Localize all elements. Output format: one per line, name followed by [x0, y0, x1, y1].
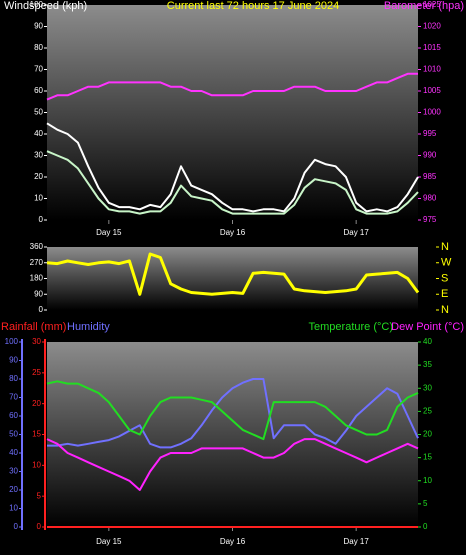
y-tick-label: 985 — [423, 172, 437, 181]
series-line — [46, 380, 419, 441]
plot-area — [47, 342, 418, 527]
y-tick-label: 975 — [423, 215, 437, 224]
y-tick-label: 1005 — [423, 86, 441, 95]
x-tick-label: Day 17 — [343, 537, 369, 546]
y-tick-label: 20 — [423, 430, 432, 439]
y-tick-label: 50 — [34, 108, 43, 117]
y-tick-label: 40 — [34, 129, 43, 138]
y-tick-label: 0 — [423, 522, 428, 531]
y-tick-label: 60 — [34, 86, 43, 95]
plot-area — [47, 247, 418, 310]
x-tick-label: Day 15 — [96, 228, 122, 237]
y-tick-label: 90 — [34, 22, 43, 31]
y-tick-label: 10 — [9, 504, 18, 513]
series-label: Temperature (°C) — [309, 321, 393, 333]
y-tick-label: 80 — [34, 43, 43, 52]
axis-title: Barometer (hpa) — [384, 0, 464, 12]
y-tick-label: 30 — [34, 151, 43, 160]
y-tick-label: 30 — [9, 467, 18, 476]
y-tick-label: 70 — [9, 393, 18, 402]
plot-area — [47, 5, 418, 220]
y-tick-label: 100 — [30, 0, 44, 9]
y-tick-label: 80 — [9, 374, 18, 383]
y-tick-label: 10 — [423, 476, 432, 485]
y-tick-label: 25 — [423, 406, 432, 415]
x-tick-label: Day 16 — [220, 228, 246, 237]
series-line — [47, 378, 419, 449]
y-tick-label: 20 — [34, 172, 43, 181]
y-tick-label: 995 — [423, 129, 437, 138]
y-tick-label: 15 — [423, 453, 432, 462]
series-label: Humidity — [67, 321, 110, 333]
y-tick-label: 0 — [14, 522, 19, 531]
series-line — [46, 150, 419, 215]
y-tick-label: 1000 — [423, 108, 441, 117]
y-tick-label: 990 — [423, 151, 437, 160]
axis-title: Current last 72 hours 17 June 2024 — [167, 0, 339, 12]
y-tick-label: 30 — [32, 337, 41, 346]
y-tick-label: 60 — [9, 411, 18, 420]
y-tick-label: 1025 — [423, 0, 441, 9]
y-tick-label: 25 — [32, 368, 41, 377]
y-tick-label: 0 — [39, 215, 44, 224]
y-tick-label: 50 — [9, 430, 18, 439]
series-label: Rainfall (mm) — [1, 321, 66, 333]
y-tick-label: 15 — [32, 430, 41, 439]
axis-title: Windspeed (kph) — [4, 0, 87, 12]
y-tick-label: 70 — [34, 65, 43, 74]
y-tick-label: 0 — [37, 522, 42, 531]
y-tick-label: 10 — [34, 194, 43, 203]
y-tick-label: 35 — [423, 360, 432, 369]
y-tick-label: 90 — [34, 289, 43, 298]
y-tick-label: 20 — [32, 399, 41, 408]
y-tick-label: 20 — [9, 485, 18, 494]
y-tick-label: 40 — [9, 448, 18, 457]
y-tick-label: 90 — [9, 356, 18, 365]
y-tick-label: 10 — [32, 460, 41, 469]
y-tick-label: N — [441, 241, 449, 253]
y-tick-label: E — [441, 288, 448, 300]
x-tick-label: Day 15 — [96, 537, 122, 546]
series-line — [46, 438, 419, 491]
x-tick-label: Day 17 — [343, 228, 369, 237]
x-tick-label: Day 16 — [220, 537, 246, 546]
y-tick-label: 1020 — [423, 22, 441, 31]
y-tick-label: 270 — [30, 258, 44, 267]
series-line — [46, 252, 420, 296]
series-line — [46, 72, 418, 101]
y-tick-label: N — [441, 304, 449, 316]
y-tick-label: 40 — [423, 337, 432, 346]
series-label: Dew Point (°C) — [391, 321, 464, 333]
y-tick-label: S — [441, 272, 448, 284]
y-tick-label: 180 — [30, 274, 44, 283]
y-tick-label: 30 — [423, 383, 432, 392]
y-tick-label: 1015 — [423, 43, 441, 52]
y-tick-label: 5 — [37, 491, 42, 500]
y-tick-label: 1010 — [423, 65, 441, 74]
y-tick-label: 100 — [5, 337, 19, 346]
y-tick-label: W — [441, 257, 452, 269]
y-tick-label: 5 — [423, 499, 428, 508]
y-tick-label: 0 — [39, 305, 44, 314]
y-tick-label: 980 — [423, 194, 437, 203]
series-line — [46, 122, 419, 213]
y-tick-label: 360 — [30, 242, 44, 251]
